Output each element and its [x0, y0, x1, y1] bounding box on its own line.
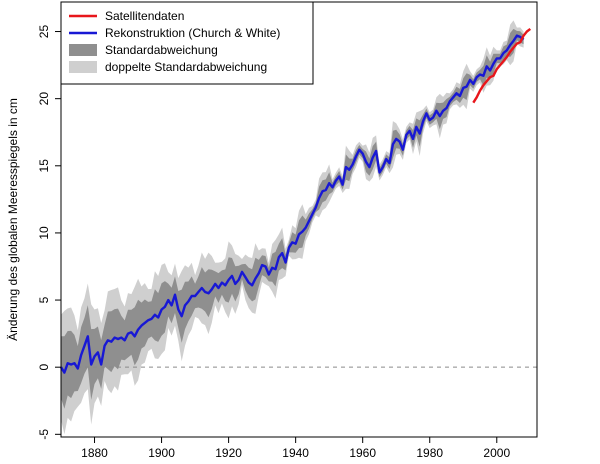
legend-label: Rekonstruktion (Church & White) [105, 26, 280, 40]
x-tick-label: 1940 [282, 446, 309, 460]
y-tick-label: -5 [37, 429, 51, 440]
uncertainty-bands [61, 20, 524, 435]
x-tick-label: 1960 [349, 446, 376, 460]
x-tick-label: 2000 [483, 446, 510, 460]
x-tick-label: 1900 [148, 446, 175, 460]
y-tick-label: 25 [37, 25, 51, 39]
legend-swatch [69, 44, 97, 56]
y-tick-label: 15 [37, 159, 51, 173]
y-tick-label: 0 [37, 364, 51, 371]
y-axis: -5 0 5 10 15 20 25 [37, 25, 61, 440]
legend: Satellitendaten Rekonstruktion (Church & … [60, 1, 314, 85]
x-tick-label: 1880 [81, 446, 108, 460]
x-tick-label: 1920 [215, 446, 242, 460]
reconstruction-line [59, 34, 525, 374]
x-tick-label: 1980 [416, 446, 443, 460]
y-axis-title: Änderung des globalen Meeresspiegels in … [6, 98, 20, 341]
satellite-line [472, 27, 532, 104]
sd-band [61, 28, 524, 409]
legend-box [60, 1, 314, 85]
x-axis: 1880 1900 1920 1940 1960 1980 2000 [81, 437, 510, 460]
plot-area [59, 20, 537, 435]
legend-label: Satellitendaten [105, 9, 184, 23]
series-lines [59, 27, 532, 374]
legend-label: Standardabweichung [105, 43, 218, 57]
y-tick-label: 5 [37, 296, 51, 303]
legend-swatch [69, 61, 97, 73]
y-tick-label: 20 [37, 92, 51, 106]
y-tick-label: 10 [37, 226, 51, 240]
double-sd-band [61, 20, 524, 435]
legend-label: doppelte Standardabweichung [105, 60, 267, 74]
